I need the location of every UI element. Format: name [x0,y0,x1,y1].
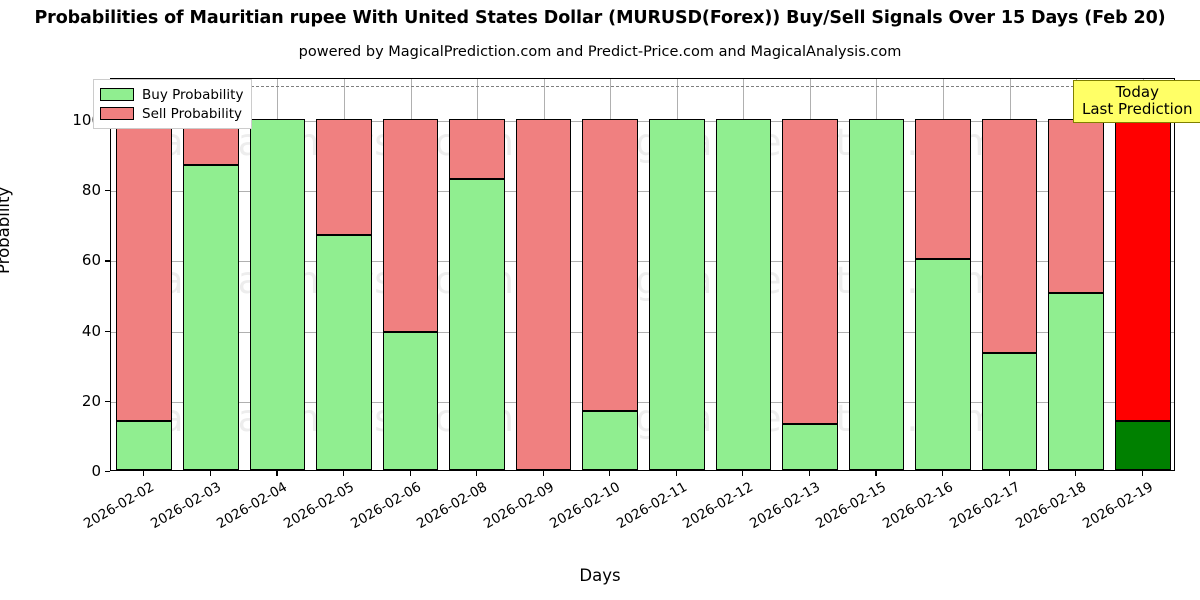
gridline-horizontal [111,121,1174,123]
reference-line [111,86,1174,88]
bar-segment-buy[interactable] [316,234,372,470]
bar-group[interactable] [582,77,638,470]
chart-legend: Buy Probability Sell Probability [93,79,253,129]
chart-title: Probabilities of Mauritian rupee With Un… [34,8,1166,28]
x-axis-tick [609,471,611,476]
bar-group[interactable] [648,77,705,470]
y-axis-tick-label: 80 [81,181,101,200]
bar-segment-sell[interactable] [981,119,1038,354]
bar-group[interactable] [1048,77,1104,470]
bar-segment-buy[interactable] [782,424,838,470]
legend-label-buy: Buy Probability [142,86,244,103]
x-axis-tick [675,471,677,476]
bar-group[interactable] [848,77,905,470]
bar-segment-buy[interactable] [848,119,905,470]
bar-segment-sell[interactable] [116,119,173,421]
bar-segment-sell[interactable] [1114,119,1171,421]
x-axis-label: Days [579,566,621,585]
x-axis-tick [942,471,944,476]
y-axis-tick-label: 0 [91,462,101,480]
y-axis-tick-label: 60 [81,251,101,270]
x-axis-tick [542,471,544,476]
bar-segment-buy[interactable] [449,178,505,470]
gridline-horizontal [111,261,1174,263]
x-axis-tick [1075,471,1077,476]
plot-area: MagicalAnalysis.comMagicalPrediction.com… [110,78,1175,471]
bar-group[interactable] [715,77,772,470]
y-axis-tick [105,190,110,192]
y-axis-label: Probability [0,186,13,274]
y-axis-tick [105,400,110,402]
legend-swatch-buy [100,88,134,101]
x-axis-tick [808,471,810,476]
bar-group[interactable] [116,77,173,470]
x-axis-tick [875,471,877,476]
bar-segment-sell[interactable] [382,119,439,333]
x-axis-tick [342,471,345,476]
y-axis-tick-label: 100 [72,111,101,130]
bar-segment-buy[interactable] [183,164,239,470]
bar-segment-sell[interactable] [582,119,638,412]
bar-group[interactable] [449,77,505,470]
x-axis-tick [143,471,145,476]
bar-group[interactable] [183,77,239,470]
bar-segment-sell[interactable] [316,119,372,235]
bar-segment-sell[interactable] [782,119,838,425]
x-axis-tick [742,471,744,476]
bar-group[interactable] [249,77,306,470]
y-axis-tick-label: 40 [81,321,101,340]
bar-segment-buy[interactable] [582,411,638,470]
bar-segment-buy[interactable] [116,420,173,470]
bar-segment-buy[interactable] [1048,292,1104,470]
bar-group[interactable] [782,77,838,470]
bar-segment-buy[interactable] [915,259,971,470]
bar-group-today[interactable] [1114,77,1171,470]
bar-segment-buy[interactable] [981,353,1038,470]
bar-segment-sell[interactable] [1048,119,1104,293]
legend-swatch-sell [100,107,134,120]
gridline-horizontal [111,191,1174,193]
y-axis-tick-label: 20 [81,391,101,410]
gridline-horizontal [111,331,1174,333]
y-axis-tick [105,471,110,473]
bar-group[interactable] [915,77,971,470]
bar-group[interactable] [316,77,372,470]
bar-segment-buy[interactable] [715,119,772,470]
bar-segment-buy[interactable] [382,332,439,470]
bar-segment-sell[interactable] [915,119,971,260]
today-annotation-line1: Today [1115,83,1159,101]
bar-segment-buy[interactable] [648,119,705,470]
x-axis-tick [409,471,411,476]
bar-segment-buy[interactable] [1114,420,1171,470]
y-axis-tick [105,260,110,262]
x-axis-tick [209,471,211,476]
legend-item-buy: Buy Probability [100,85,243,104]
x-axis-tick [476,471,478,476]
legend-item-sell: Sell Probability [100,104,243,123]
bar-group[interactable] [981,77,1038,470]
bar-series-layer [111,79,1174,470]
chart-subtitle: powered by MagicalPrediction.com and Pre… [298,44,902,60]
y-axis-tick [105,330,110,332]
x-axis-tick [276,471,278,476]
today-annotation-line2: Last Prediction [1082,99,1193,118]
bar-segment-sell[interactable] [515,119,572,470]
gridline-horizontal [111,401,1174,403]
x-axis-tick [1141,471,1143,476]
bar-group[interactable] [515,77,572,470]
x-axis-tick [1008,471,1010,476]
legend-label-sell: Sell Probability [142,105,243,122]
bar-group[interactable] [382,77,439,470]
bar-segment-sell[interactable] [449,119,505,179]
bar-segment-buy[interactable] [249,119,306,470]
today-annotation: Today Last Prediction [1073,80,1200,123]
